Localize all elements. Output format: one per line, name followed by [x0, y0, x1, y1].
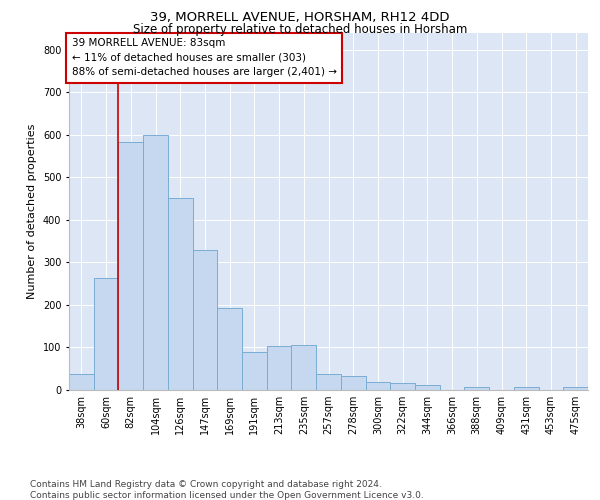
Bar	[464, 387, 489, 390]
Bar	[292, 346, 316, 390]
Bar	[415, 385, 440, 390]
Text: Contains HM Land Registry data © Crown copyright and database right 2024.
Contai: Contains HM Land Registry data © Crown c…	[30, 480, 424, 500]
Bar	[217, 308, 242, 390]
Text: Size of property relative to detached houses in Horsham: Size of property relative to detached ho…	[133, 22, 467, 36]
Bar	[168, 198, 193, 390]
Bar	[563, 387, 588, 390]
Bar	[143, 134, 168, 390]
Bar	[69, 374, 94, 390]
Bar	[390, 383, 415, 390]
Text: 39 MORRELL AVENUE: 83sqm
← 11% of detached houses are smaller (303)
88% of semi-: 39 MORRELL AVENUE: 83sqm ← 11% of detach…	[71, 38, 337, 78]
Bar	[267, 346, 292, 390]
Bar	[118, 142, 143, 390]
Bar	[94, 278, 118, 390]
Bar	[242, 352, 267, 390]
Bar	[316, 374, 341, 390]
Bar	[365, 382, 390, 390]
Bar	[514, 387, 539, 390]
Bar	[341, 376, 365, 390]
Y-axis label: Number of detached properties: Number of detached properties	[28, 124, 37, 299]
Bar	[193, 250, 217, 390]
Text: 39, MORRELL AVENUE, HORSHAM, RH12 4DD: 39, MORRELL AVENUE, HORSHAM, RH12 4DD	[150, 12, 450, 24]
